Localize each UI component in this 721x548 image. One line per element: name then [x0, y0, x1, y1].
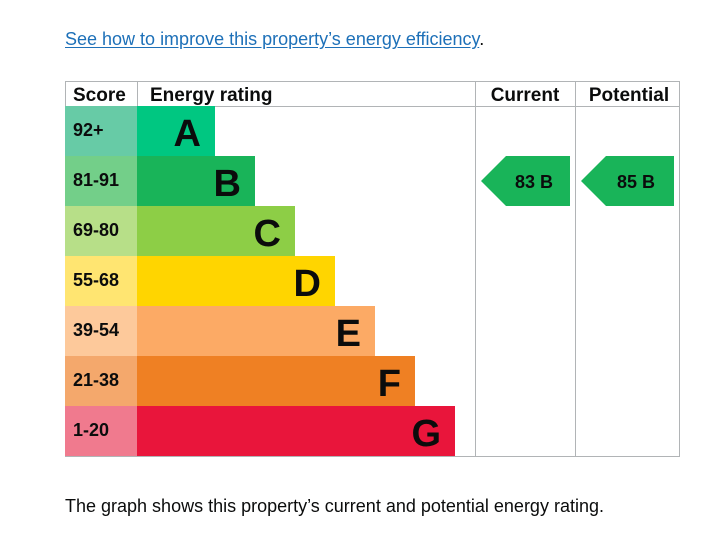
rating-bar-g — [137, 406, 455, 456]
header-current: Current — [491, 85, 560, 106]
rating-bar-d — [137, 256, 335, 306]
rating-letter-c: C — [254, 213, 281, 255]
rating-bar-a — [137, 106, 215, 156]
rating-letter-b: B — [214, 163, 241, 205]
score-range-cell-b — [65, 156, 137, 206]
rating-bar-b — [137, 156, 255, 206]
score-range-cell-g — [65, 406, 137, 456]
rating-letter-f: F — [378, 363, 401, 405]
score-range-label-d: 55-68 — [73, 270, 119, 290]
improve-link-wrapper: See how to improve this property’s energ… — [65, 28, 484, 50]
score-range-label-g: 1-20 — [73, 420, 109, 440]
header-score: Score — [73, 85, 126, 106]
header-energy-rating: Energy rating — [150, 85, 272, 106]
rating-bar-e — [137, 306, 375, 356]
header-potential: Potential — [589, 85, 669, 106]
score-range-label-e: 39-54 — [73, 320, 119, 340]
potential-rating-label: 85 B — [617, 172, 655, 192]
rating-bar-f — [137, 356, 415, 406]
current-rating-label: 83 B — [515, 172, 553, 192]
current-rating-arrow — [481, 156, 570, 206]
rating-bar-c — [137, 206, 295, 256]
score-range-cell-e — [65, 306, 137, 356]
link-period: . — [479, 29, 485, 49]
chart-caption: The graph shows this property’s current … — [65, 496, 604, 516]
score-range-label-b: 81-91 — [73, 170, 119, 190]
improve-energy-efficiency-link[interactable]: See how to improve this property’s energ… — [65, 29, 480, 49]
score-range-cell-c — [65, 206, 137, 256]
rating-letter-e: E — [336, 313, 361, 355]
rating-letter-a: A — [174, 113, 201, 155]
rating-letter-d: D — [294, 263, 321, 305]
potential-rating-arrow — [581, 156, 674, 206]
score-range-label-a: 92+ — [73, 120, 104, 140]
score-range-cell-d — [65, 256, 137, 306]
score-range-cell-a — [65, 106, 137, 156]
score-range-label-c: 69-80 — [73, 220, 119, 240]
rating-letter-g: G — [411, 413, 441, 455]
score-range-cell-f — [65, 356, 137, 406]
score-range-label-f: 21-38 — [73, 370, 119, 390]
